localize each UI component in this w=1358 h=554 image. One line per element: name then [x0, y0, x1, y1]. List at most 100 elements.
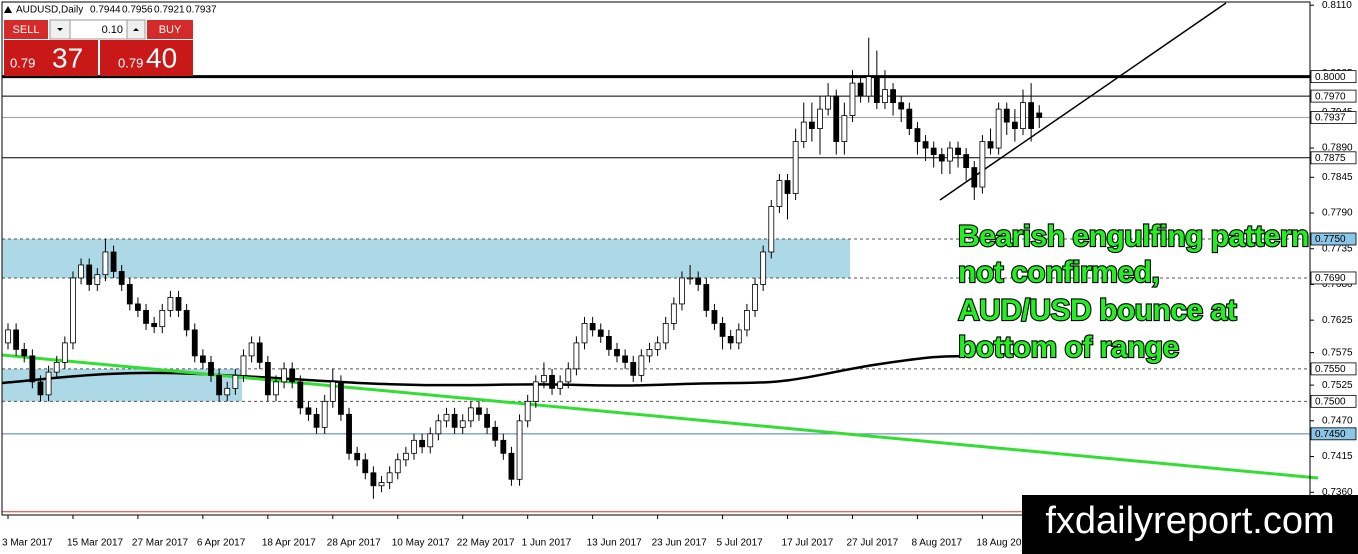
candle-body [427, 433, 434, 448]
candle-body [78, 264, 84, 279]
candle-body [679, 277, 685, 305]
candle-body [817, 108, 823, 129]
quote-high: 0.7956 [122, 5, 153, 16]
candle-body [224, 387, 231, 396]
level-box [1310, 362, 1357, 376]
candle-body [695, 277, 702, 285]
candle-body [841, 115, 848, 142]
candle-body [346, 413, 352, 454]
candle-body [906, 108, 913, 129]
x-tick-label: 13 Jun 2017 [587, 538, 642, 549]
lot-value: 0.10 [102, 24, 123, 36]
candle-body [435, 420, 442, 435]
y-tick-label: 0.7680 [1322, 279, 1353, 290]
candle-body [735, 329, 742, 344]
y-tick-label: 0.7470 [1322, 415, 1353, 426]
candle-body [248, 342, 255, 357]
candle-body [995, 108, 1002, 149]
x-tick-label: 1 Jun 2017 [522, 538, 572, 549]
y-tick-label: 0.7735 [1322, 243, 1353, 254]
candle-body [281, 368, 287, 383]
level-box [1310, 151, 1357, 165]
level-box [1310, 111, 1357, 124]
candle-body [979, 141, 986, 188]
annotation-line: not confirmed, [958, 256, 1159, 289]
candle-body [394, 459, 401, 474]
candle-body [29, 355, 36, 383]
candle-body [589, 323, 596, 331]
level-label: 0.7550 [1315, 364, 1346, 375]
x-tick-label: 18 Aug 2017 [976, 538, 1033, 549]
candle-body [419, 439, 426, 448]
candle-body [61, 342, 68, 363]
candle-body [630, 361, 637, 376]
annotation-line: Bearish engulfing pattern [958, 220, 1309, 253]
level-box [1310, 271, 1357, 285]
candle-body [21, 348, 28, 357]
bid-box[interactable] [4, 40, 98, 76]
candle-body [102, 251, 109, 276]
x-tick-label: 23 Jun 2017 [652, 538, 707, 549]
candle-body [467, 407, 474, 422]
bid-big: 0.79 [10, 55, 35, 70]
candle-body [581, 323, 588, 344]
ask-big: 0.79 [118, 55, 143, 70]
y-tick-label: 0.7845 [1322, 172, 1353, 183]
candle-body [971, 167, 978, 188]
quote-close: 0.7937 [186, 5, 217, 16]
candle-body [110, 251, 117, 272]
candle-body [256, 342, 263, 363]
candle-body [216, 374, 223, 396]
watermark: fxdailyreport.com [1045, 500, 1334, 542]
level-label: 0.7500 [1315, 396, 1346, 407]
x-tick-label: 22 May 2017 [457, 538, 515, 549]
candle-body [5, 329, 11, 344]
candle-body [402, 452, 409, 461]
candle-body [890, 89, 896, 104]
y-tick-label: 0.8110 [1322, 0, 1352, 11]
candle-body [451, 413, 458, 428]
candle-body [727, 336, 734, 344]
candle-body [459, 420, 466, 428]
candle-body [199, 355, 206, 363]
candle-body [86, 264, 93, 285]
header-icon [4, 6, 12, 13]
candle-body [922, 141, 929, 149]
candle-body [703, 284, 710, 311]
lot-up-arrow [133, 28, 139, 31]
sell-button[interactable] [4, 20, 48, 39]
candle-body [183, 310, 190, 331]
candle-body [289, 368, 296, 383]
candle-body [800, 121, 807, 142]
y-tick-label: 0.7890 [1322, 143, 1353, 154]
x-tick-label: 6 Apr 2017 [197, 538, 246, 549]
y-tick-label: 0.7625 [1322, 315, 1353, 326]
level-box [1310, 427, 1357, 441]
x-tick-label: 8 Aug 2017 [911, 538, 962, 549]
candle-body [873, 76, 880, 104]
candle-body [938, 154, 945, 162]
candle-body [597, 329, 604, 337]
bid-small: 37 [52, 42, 83, 73]
candle-body [792, 141, 799, 194]
candles [5, 37, 1043, 499]
x-tick-label: 18 Apr 2017 [262, 538, 316, 549]
x-tick-label: 5 Jul 2017 [717, 538, 764, 549]
candle-body [670, 303, 677, 324]
candle-body [53, 361, 60, 373]
candle-body [532, 381, 539, 402]
candle-body [370, 472, 377, 487]
candle-body [135, 303, 141, 311]
buy-button[interactable] [147, 20, 193, 39]
ask-box[interactable] [100, 40, 193, 76]
candle-body [557, 381, 564, 389]
candle-body [825, 95, 832, 110]
candle-body [524, 400, 531, 422]
annotation-line: bottom of range [958, 331, 1179, 364]
level-label: 0.7875 [1315, 153, 1346, 164]
candle-body [321, 400, 328, 428]
x-tick-label: 17 Jul 2017 [782, 538, 834, 549]
candle-body [159, 310, 166, 328]
level-label: 0.8000 [1315, 72, 1346, 83]
